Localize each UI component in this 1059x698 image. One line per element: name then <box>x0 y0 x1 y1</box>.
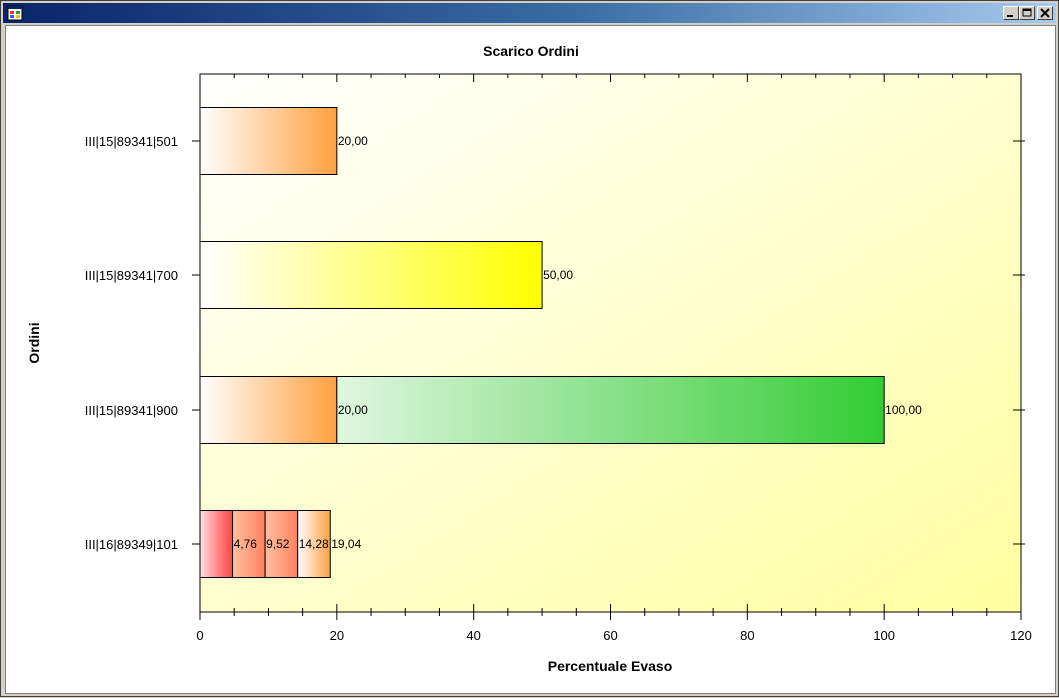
data-label: 14,28 <box>299 537 329 551</box>
data-label: 9,52 <box>266 537 290 551</box>
data-label: 19,04 <box>331 537 361 551</box>
category-label: III|15|89341|700 <box>85 268 178 283</box>
minimize-button[interactable] <box>1003 6 1019 20</box>
data-label: 20,00 <box>338 403 368 417</box>
bar-segment[interactable] <box>199 510 234 578</box>
maximize-icon <box>1022 8 1032 17</box>
close-button[interactable] <box>1037 6 1053 20</box>
bar-segment[interactable] <box>199 107 338 175</box>
app-window-icon[interactable] <box>7 5 23 21</box>
close-icon <box>1040 8 1050 18</box>
x-tick-label: 40 <box>466 628 480 643</box>
x-axis-label: Percentuale Evaso <box>548 658 673 674</box>
bar-segment[interactable] <box>297 510 331 578</box>
x-tick-label: 20 <box>330 628 344 643</box>
window-titlebar[interactable] <box>3 3 1056 23</box>
x-tick-label: 0 <box>196 628 203 643</box>
bars-group: 20,00 50,00 20,00 100,00 4,76 9,52 14,28 19,04 <box>199 107 922 578</box>
maximize-button[interactable] <box>1019 6 1035 20</box>
y-axis-label: Ordini <box>26 322 42 363</box>
x-tick-labels: 0 20 40 60 80 100 120 <box>196 628 1031 643</box>
category-label: III|15|89341|501 <box>85 134 178 149</box>
data-label: 4,76 <box>234 537 258 551</box>
chart-title: Scarico Ordini <box>483 43 579 59</box>
category-label: III|16|89349|101 <box>85 537 178 552</box>
bar-segment[interactable] <box>199 241 543 309</box>
x-tick-label: 100 <box>873 628 895 643</box>
minimize-icon <box>1007 15 1013 17</box>
data-label: 20,00 <box>338 134 368 148</box>
category-labels: III|15|89341|501 III|15|89341|700 III|15|8… <box>85 134 178 552</box>
x-tick-label: 120 <box>1010 628 1032 643</box>
x-tick-label: 60 <box>603 628 617 643</box>
category-label: III|15|89341|900 <box>85 403 178 418</box>
bar-segment[interactable] <box>199 376 338 444</box>
x-tick-label: 80 <box>740 628 754 643</box>
data-label: 50,00 <box>543 268 573 282</box>
bar-segment[interactable] <box>336 376 885 444</box>
data-label: 100,00 <box>885 403 922 417</box>
